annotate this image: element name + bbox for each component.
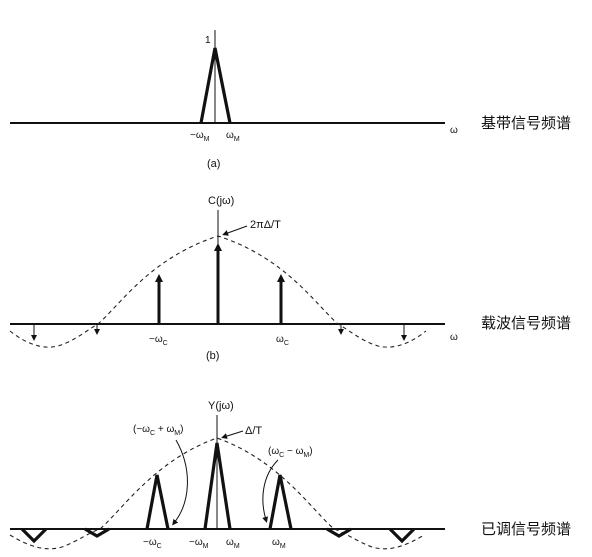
panel-a-peak-label: 1 <box>205 35 211 46</box>
panel-c-tick-neg-wm: −ωM <box>189 537 209 550</box>
panel-a-tick-neg-wm: −ωM <box>190 130 210 143</box>
panel-c-tick-pos-wm-center: ωM <box>226 537 240 550</box>
panel-c: Y(jω) Δ/T (−ωC + ωM) (ωC − ωM) −ωC −ωM ω… <box>9 400 571 550</box>
panel-a: 1 −ωM ωM ω (a) 基带信号频谱 <box>10 30 571 170</box>
panel-b-side-label: 载波信号频谱 <box>481 314 571 332</box>
panel-b-axis-label: ω <box>450 332 458 343</box>
panel-c-peak-pointer <box>221 430 244 439</box>
panel-c-right-annotation: (ωC − ωM) <box>268 446 313 459</box>
panel-a-axis-label: ω <box>450 125 458 136</box>
panel-c-sideband-neg-mid <box>84 527 110 538</box>
panel-c-sideband-neg-far <box>20 527 48 544</box>
panel-b-tick-pos-wc: ωC <box>276 334 289 347</box>
panel-c-right-pointer <box>262 459 279 523</box>
panel-c-tick-neg-wc: −ωC <box>143 537 162 550</box>
panel-c-tick-pos-wm-right: ωM <box>272 537 286 550</box>
panel-c-sideband-neg <box>145 474 170 530</box>
panel-c-sideband-center <box>203 442 232 530</box>
panel-b-caption: (b) <box>206 350 219 362</box>
panel-a-side-label: 基带信号频谱 <box>481 114 571 132</box>
panel-c-title: Y(jω) <box>208 400 234 412</box>
panel-c-side-label: 已调信号频谱 <box>481 520 571 538</box>
panel-b-title: C(jω) <box>208 195 234 207</box>
panel-c-left-pointer <box>172 439 188 526</box>
panel-c-sideband-pos-far <box>388 527 416 544</box>
panel-b-peak-label: 2πΔ/T <box>250 219 281 231</box>
panel-c-sideband-pos <box>268 474 293 530</box>
panel-c-peak-label: Δ/T <box>245 425 262 437</box>
panel-b-peak-pointer <box>222 225 248 236</box>
panel-a-tick-pos-wm: ωM <box>226 130 240 143</box>
panel-b: C(jω) 2πΔ/T −ωC ωC ω (b) 载波信号频谱 <box>9 195 571 362</box>
panel-c-sideband-pos-mid <box>326 527 352 538</box>
panel-a-baseband-triangle <box>199 47 232 124</box>
panel-c-left-annotation: (−ωC + ωM) <box>133 424 183 437</box>
panel-b-sinc-envelope <box>9 235 427 348</box>
panel-b-tick-neg-wc: −ωC <box>149 334 168 347</box>
panel-a-caption: (a) <box>207 158 220 170</box>
